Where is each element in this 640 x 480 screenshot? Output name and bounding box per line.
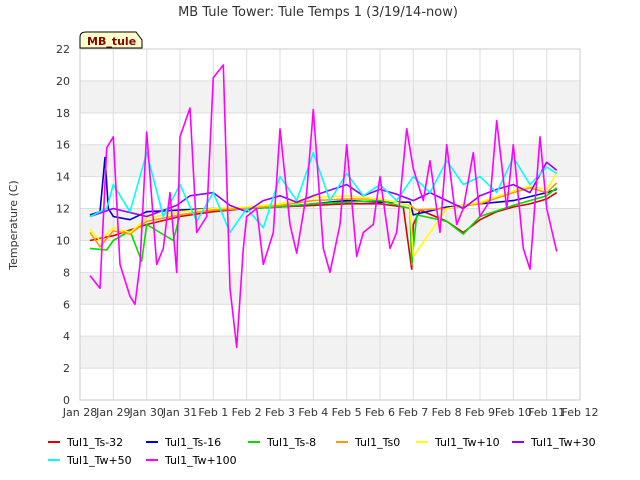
y-tick-label: 20 xyxy=(56,75,70,88)
x-tick-label: Feb 12 xyxy=(562,406,599,419)
x-tick-label: Feb 7 xyxy=(398,406,428,419)
legend-label: Tul1_Ts-32 xyxy=(66,436,123,449)
legend-label: Tul1_Ts-8 xyxy=(266,436,316,449)
x-tick-label: Jan 31 xyxy=(162,406,197,419)
chart-title: MB Tule Tower: Tule Temps 1 (3/19/14-now… xyxy=(178,5,458,20)
series-line xyxy=(89,187,558,266)
y-tick-label: 22 xyxy=(56,43,70,56)
plot-bands xyxy=(80,80,580,369)
x-tick-label: Feb 9 xyxy=(465,406,495,419)
series-lines xyxy=(89,64,558,349)
plot-band xyxy=(80,336,580,369)
plot-area-border xyxy=(79,48,581,401)
x-tick-label: Feb 6 xyxy=(365,406,395,419)
y-tick-label: 8 xyxy=(63,266,70,279)
station-badge: MB_tule xyxy=(79,31,143,49)
y-tick-label: 4 xyxy=(63,330,70,343)
y-tick-label: 2 xyxy=(63,362,70,375)
x-tick-label: Feb 2 xyxy=(232,406,262,419)
y-tick-label: 16 xyxy=(56,139,70,152)
plot-band xyxy=(80,80,580,113)
y-axis-label: Temperature (C) xyxy=(7,180,20,270)
y-tick-label: 10 xyxy=(56,234,70,247)
series-line xyxy=(89,191,558,270)
x-tick-label: Feb 4 xyxy=(298,406,328,419)
y-axis-ticks: 0 2 4 6 8 10 12 14 16 18 20 22 xyxy=(56,43,70,407)
x-tick-label: Feb 3 xyxy=(265,406,295,419)
legend-label: Tul1_Tw+10 xyxy=(434,436,500,449)
x-tick-label: Feb 8 xyxy=(432,406,462,419)
x-tick-label: Jan 28 xyxy=(62,406,97,419)
x-tick-label: Feb 10 xyxy=(495,406,532,419)
legend-label: Tul1_Tw+50 xyxy=(66,454,132,467)
legend: Tul1_Ts-32 Tul1_Ts-16 Tul1_Ts-8 Tul1_Ts0 Tul… xyxy=(48,436,596,467)
x-tick-label: Feb 5 xyxy=(332,406,362,419)
y-tick-label: 14 xyxy=(56,171,70,184)
plot-band xyxy=(80,144,580,177)
legend-label: Tul1_Ts-16 xyxy=(164,436,221,449)
x-tick-label: Jan 29 xyxy=(95,406,130,419)
y-tick-label: 6 xyxy=(63,298,70,311)
y-tick-label: 0 xyxy=(63,394,70,407)
x-tick-label: Jan 30 xyxy=(128,406,163,419)
series-line xyxy=(89,151,558,234)
legend-label: Tul1_Tw+100 xyxy=(164,454,237,467)
y-tick-label: 18 xyxy=(56,107,70,120)
x-tick-label: Feb 11 xyxy=(528,406,565,419)
legend-label: Tul1_Ts0 xyxy=(354,436,400,449)
x-tick-label: Feb 1 xyxy=(198,406,228,419)
legend-label: Tul1_Tw+30 xyxy=(530,436,596,449)
plot-band xyxy=(80,272,580,305)
y-tick-label: 12 xyxy=(56,203,70,216)
station-badge-shape xyxy=(79,31,143,49)
series-line xyxy=(89,64,558,349)
station-badge-label: MB_tule xyxy=(87,35,136,48)
